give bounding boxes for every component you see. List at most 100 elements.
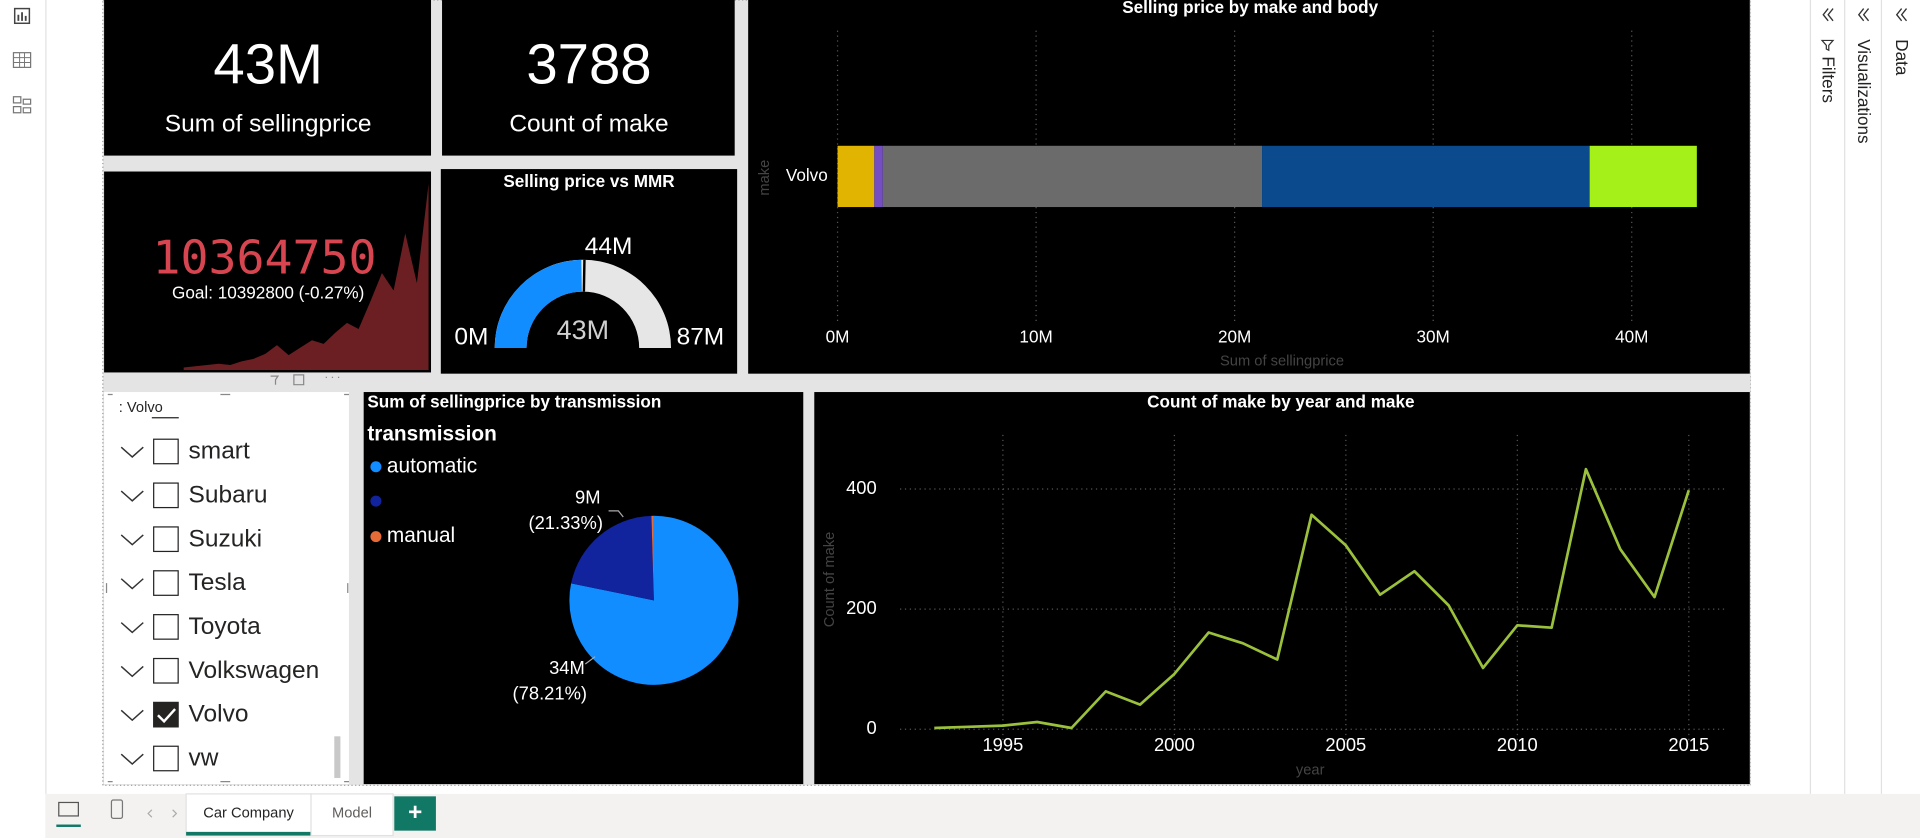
- x-tick-label: 30M: [1417, 327, 1450, 347]
- chart-title: Count of make by year and make: [1147, 392, 1414, 412]
- bar-segment: [882, 145, 1263, 208]
- y-tick-label: 400: [846, 477, 877, 498]
- kpi-value: 10364750: [152, 230, 376, 284]
- pane-title[interactable]: Filters: [1818, 56, 1838, 103]
- expand-chevron[interactable]: [120, 490, 144, 502]
- checkbox[interactable]: [153, 614, 179, 640]
- report-view-icon[interactable]: [13, 7, 31, 25]
- next-page-arrow[interactable]: [172, 809, 178, 818]
- x-tick-label: 2010: [1497, 734, 1538, 755]
- pie-slice: [651, 515, 654, 601]
- legend-label[interactable]: manual: [387, 524, 455, 547]
- prev-page-arrow[interactable]: [147, 809, 153, 818]
- pane-collapse-icon[interactable]: [1895, 8, 1908, 22]
- gauge-title: Selling price vs MMR: [503, 171, 675, 191]
- expand-chevron[interactable]: [120, 709, 144, 722]
- add-page-label[interactable]: +: [408, 799, 422, 826]
- active-tab-underline: [186, 831, 312, 836]
- bar-segment: [837, 145, 875, 208]
- x-tick-label: 1995: [982, 734, 1023, 755]
- bar-segment: [1262, 145, 1590, 208]
- pie-slice: [569, 515, 739, 685]
- kpi-goal: Goal: 10392800 (-0.27%): [172, 283, 364, 303]
- checkbox[interactable]: [153, 570, 179, 596]
- visual-header-icons: [270, 374, 340, 386]
- visual-tile: [104, 392, 349, 785]
- page-tab[interactable]: [310, 793, 394, 837]
- kpi-status: !: [370, 246, 375, 266]
- y-tick-label: 0: [867, 717, 877, 738]
- chart-title: Selling price by make and body: [1122, 0, 1378, 17]
- card-label: Count of make: [509, 110, 668, 137]
- pane-collapse-icon[interactable]: [1822, 8, 1834, 22]
- kpi-trend-area: [183, 183, 429, 370]
- checkbox[interactable]: [153, 745, 179, 772]
- x-tick-label: 2005: [1325, 734, 1366, 755]
- slicer-item[interactable]: Subaru: [189, 481, 268, 508]
- visual-tile: [442, 0, 735, 156]
- y-tick-label: Volvo: [786, 165, 828, 185]
- visual-tile: [814, 392, 1750, 785]
- legend-label[interactable]: automatic: [387, 454, 477, 477]
- leader-line: [584, 656, 596, 665]
- checkbox[interactable]: [153, 657, 179, 684]
- legend-title: transmission: [367, 422, 497, 445]
- desktop-layout-icon[interactable]: [58, 801, 79, 817]
- table-view-icon[interactable]: [12, 52, 32, 68]
- add-page-button[interactable]: [394, 796, 436, 831]
- slicer-header: : Volvo: [119, 400, 163, 416]
- checkbox[interactable]: [153, 482, 179, 509]
- mobile-layout-icon[interactable]: [110, 799, 124, 820]
- expand-chevron[interactable]: [120, 446, 144, 458]
- leader-line: [608, 510, 624, 518]
- scrollbar[interactable]: [334, 736, 341, 778]
- pane-collapse-icon[interactable]: [1857, 8, 1870, 22]
- checkbox[interactable]: [153, 438, 179, 465]
- slicer-item[interactable]: smart: [189, 438, 250, 465]
- x-tick-label: 2000: [1154, 734, 1195, 755]
- slicer-item[interactable]: Volvo: [189, 701, 249, 728]
- expand-chevron[interactable]: [120, 753, 144, 765]
- page-tab-label[interactable]: Car Company: [203, 805, 294, 821]
- model-view-icon[interactable]: [12, 96, 32, 114]
- expand-chevron[interactable]: [120, 665, 144, 678]
- page-tab-label[interactable]: Model: [332, 805, 372, 821]
- slicer-item[interactable]: Tesla: [189, 569, 247, 596]
- slicer-item[interactable]: Suzuki: [189, 525, 262, 552]
- x-tick-label: 10M: [1019, 327, 1052, 347]
- gauge-value-arc: [494, 259, 582, 348]
- gauge-max-label: 87M: [677, 324, 725, 351]
- gauge-min-label: 0M: [454, 324, 488, 351]
- gauge-value-label: 43M: [557, 315, 609, 345]
- y-axis-title: Count of make: [822, 532, 838, 628]
- x-axis-title: year: [1296, 762, 1325, 778]
- chart-title: Sum of sellingprice by transmission: [367, 392, 661, 412]
- legend-marker: [370, 461, 382, 473]
- legend-marker: [370, 495, 382, 507]
- checkbox[interactable]: [153, 701, 179, 728]
- expand-chevron[interactable]: [120, 578, 144, 590]
- pane-title[interactable]: Visualizations: [1854, 39, 1874, 143]
- slicer-item[interactable]: Volkswagen: [189, 657, 320, 684]
- checkmark: [157, 708, 177, 724]
- slicer-handles: [105, 393, 349, 783]
- data-label-amount: 34M: [549, 657, 585, 678]
- bar-segment: [1589, 145, 1697, 208]
- pane-title[interactable]: Data: [1892, 39, 1912, 76]
- slicer-item[interactable]: Toyota: [189, 613, 262, 640]
- table-view-icon-grid: [13, 52, 31, 68]
- gauge-target: [582, 259, 586, 292]
- slicer-item[interactable]: vw: [189, 745, 219, 772]
- expand-chevron[interactable]: [120, 534, 144, 546]
- visual-tile: [104, 0, 432, 156]
- x-tick-label: 0M: [826, 327, 850, 347]
- bar-segment: [874, 145, 883, 208]
- expand-chevron[interactable]: [120, 622, 144, 634]
- x-axis-title: Sum of sellingprice: [1220, 353, 1344, 369]
- checkbox[interactable]: [153, 526, 179, 553]
- line-series: [934, 467, 1691, 730]
- data-label-amount: 9M: [575, 486, 601, 507]
- x-tick-label: 20M: [1218, 327, 1251, 347]
